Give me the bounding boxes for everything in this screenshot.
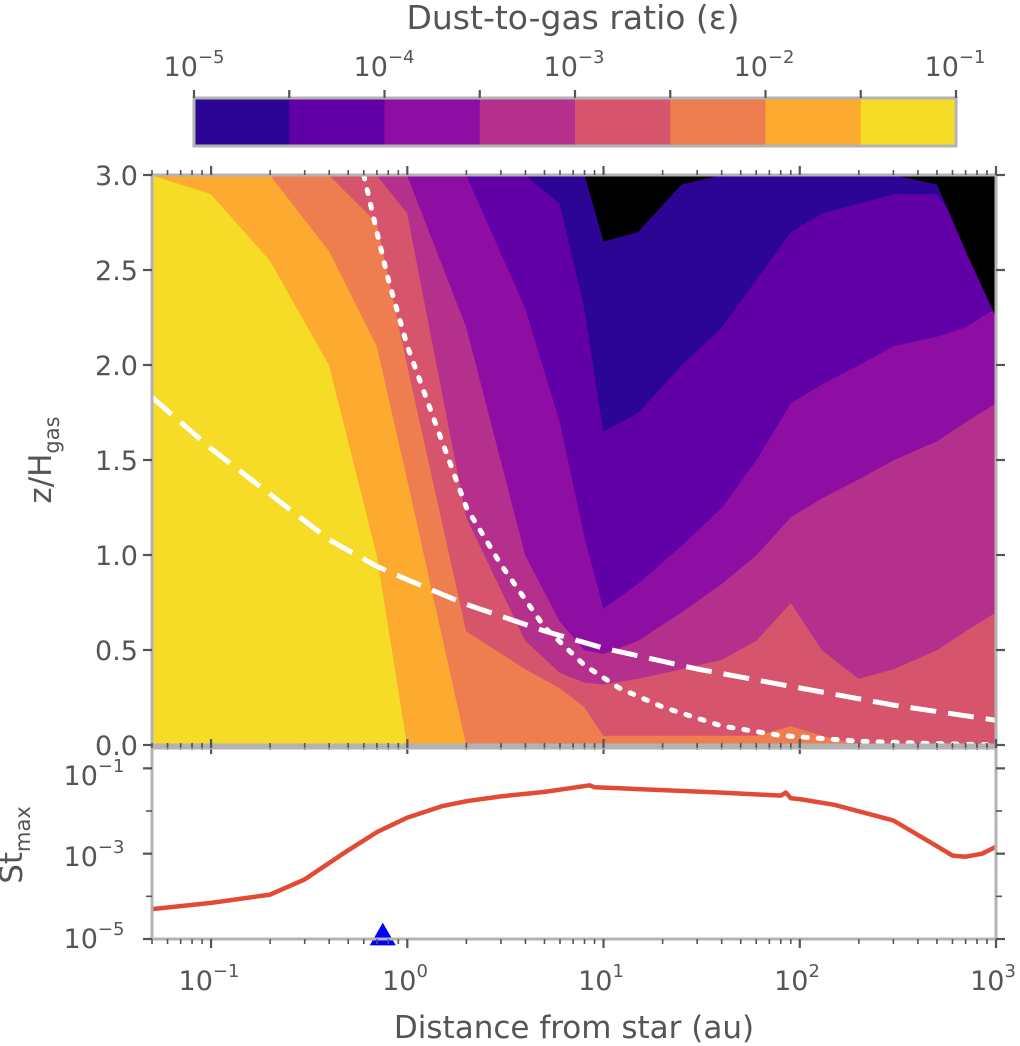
cb-tick-label-3: 10−3	[544, 47, 605, 83]
x-tick-label-5: 103	[970, 961, 1016, 997]
st-tick-label-3: 10−1	[64, 756, 125, 792]
colorbar-swatch-8	[860, 98, 957, 146]
contour-y-axis-label: z/Hgas	[23, 416, 64, 503]
cb-tick-label-5: 10−1	[925, 47, 986, 83]
triangle-marker	[369, 922, 396, 946]
y-tick-label: 2.5	[95, 256, 138, 287]
x-tick-label-2: 100	[382, 961, 428, 997]
stokes-y-tick-labels: 10−5 10−3 10−1	[64, 756, 125, 955]
colorbar-swatch-1	[194, 98, 290, 146]
x-tick-label-1: 10−1	[179, 961, 240, 997]
y-tick-label: 1.0	[95, 541, 138, 572]
stokes-panel-ticks	[143, 739, 1005, 948]
contour-fills	[152, 175, 996, 745]
cb-tick-label-4: 10−2	[734, 47, 795, 83]
colorbar-ticks	[192, 90, 958, 98]
colorbar-swatch-7	[765, 98, 862, 146]
y-tick-label: 3.0	[95, 161, 138, 192]
colorbar-title: Dust-to-gas ratio (ε)	[406, 0, 739, 37]
stokes-max-curve	[152, 783, 996, 912]
cb-tick-label-1: 10−5	[164, 47, 225, 83]
stokes-panel-frame	[150, 746, 998, 941]
colorbar-swatch-2	[289, 98, 386, 146]
colorbar-swatch-3	[384, 98, 481, 146]
cb-tick-label-2: 10−4	[354, 47, 415, 83]
y-tick-label: 1.5	[95, 446, 138, 477]
contour-band-1	[152, 175, 996, 432]
contour-band-2	[152, 175, 996, 609]
colorbar-swatch-5	[575, 98, 671, 146]
overlay-lines	[152, 175, 996, 745]
dashed-line	[152, 395, 996, 723]
y-tick-label: 0.5	[95, 636, 138, 667]
colorbar-swatch-6	[670, 98, 767, 146]
colorbar-swatches	[194, 98, 957, 146]
x-tick-label-3: 101	[578, 961, 624, 997]
x-tick-label-4: 102	[774, 961, 820, 997]
stokes-panel: 10−5 10−3 10−1 Stmax	[0, 739, 1005, 955]
y-tick-label: 2.0	[95, 351, 138, 382]
st-tick-label-1: 10−5	[64, 919, 125, 955]
x-tick-labels: 10−1 100 101 102 103	[179, 961, 1016, 997]
colorbar-swatch-4	[479, 98, 576, 146]
contour-panel: 0.0 0.5 1.0 1.5 2.0 2.5 3.0 z/Hgas	[23, 161, 1005, 762]
x-axis-label: Distance from star (au)	[394, 1010, 754, 1046]
stokes-markers	[369, 922, 396, 946]
contour-y-tick-labels: 0.0 0.5 1.0 1.5 2.0 2.5 3.0	[95, 161, 138, 762]
stokes-curve-group	[152, 783, 996, 912]
colorbar-tick-labels: 10−5 10−4 10−3 10−2 10−1	[164, 47, 986, 83]
st-tick-label-2: 10−3	[64, 837, 125, 873]
dotted-line	[361, 175, 996, 745]
colorbar: Dust-to-gas ratio (ε) 10−5 10−4 10−3 10−…	[164, 0, 986, 148]
stokes-y-axis-label: Stmax	[0, 806, 35, 884]
y-tick-label: 0.0	[95, 731, 138, 762]
